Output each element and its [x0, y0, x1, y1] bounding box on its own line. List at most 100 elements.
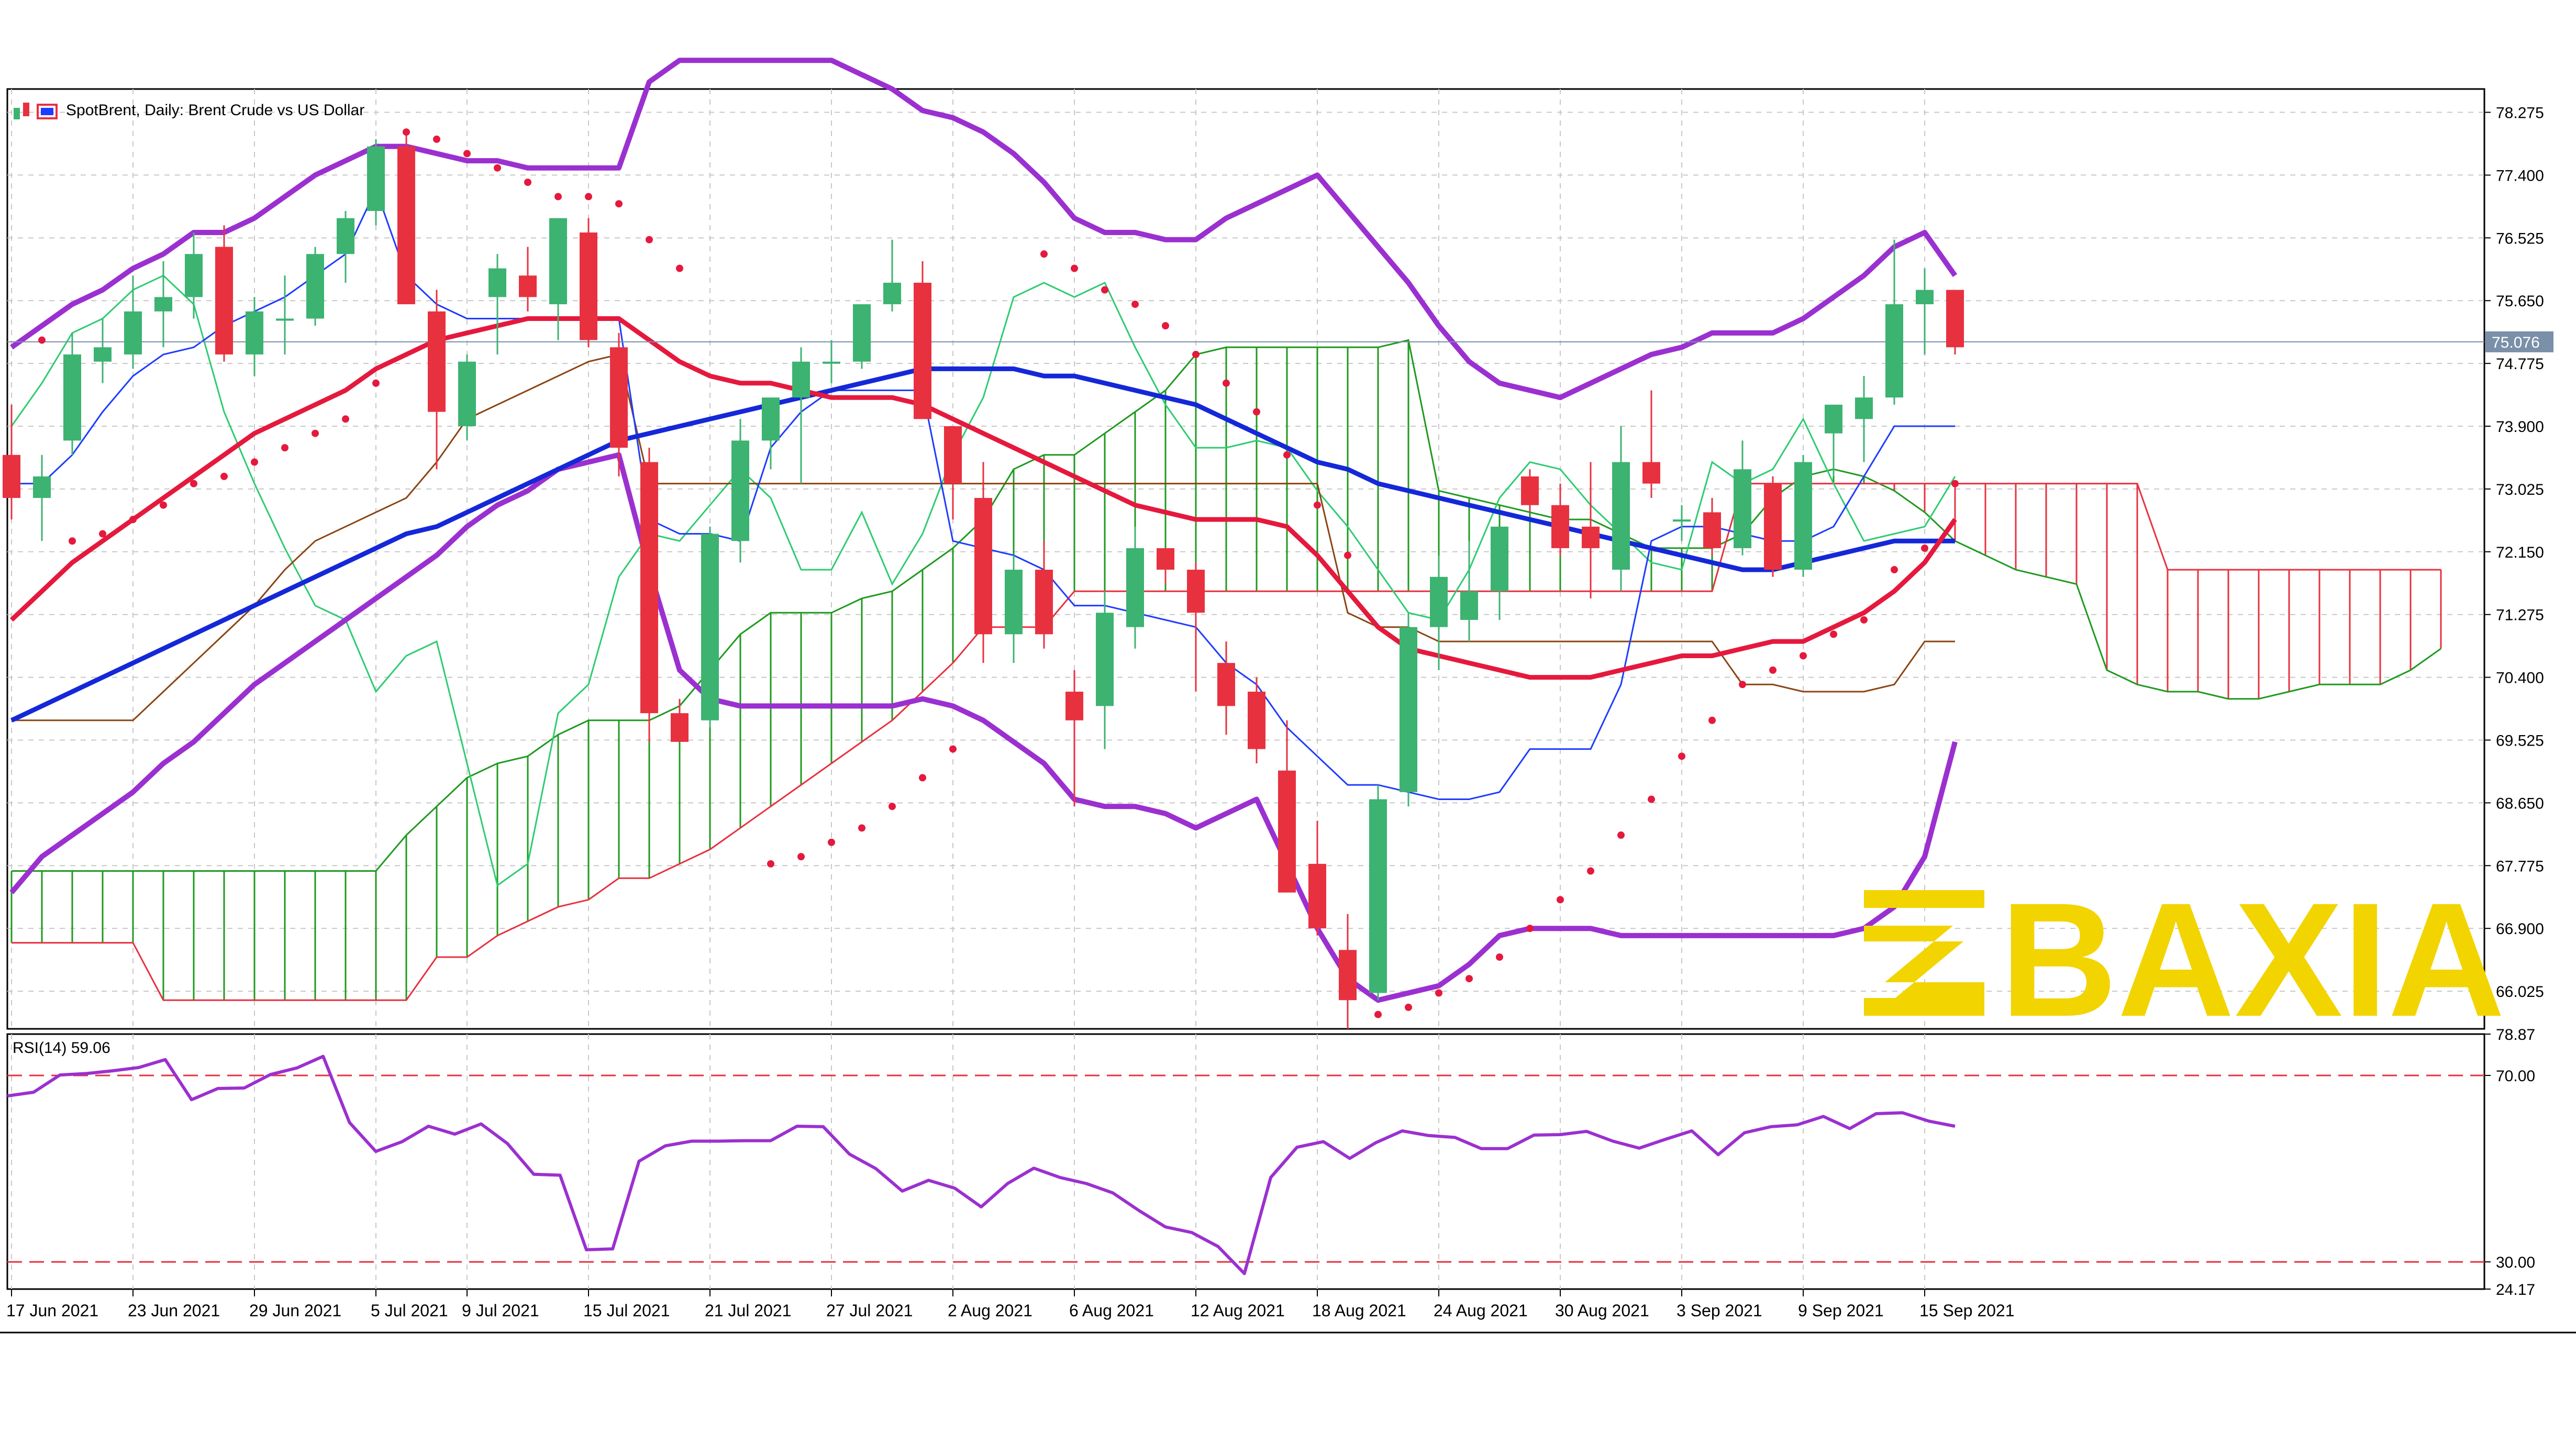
candle: [63, 332, 81, 455]
y-tick-label: 68.650: [2496, 795, 2544, 812]
psar-dot: [160, 501, 167, 509]
candle-body: [731, 440, 749, 541]
candle: [1126, 526, 1144, 649]
candle: [124, 275, 142, 369]
psar-dot: [1769, 666, 1776, 674]
candle-body: [1157, 548, 1174, 570]
candle-body: [519, 275, 537, 297]
candle: [306, 247, 324, 326]
candle-body: [63, 354, 81, 441]
candle: [792, 347, 810, 484]
x-tick-label: 23 Jun 2021: [128, 1301, 220, 1320]
psar-dot: [220, 472, 228, 480]
candle-body: [853, 304, 871, 362]
psar-dot: [69, 537, 76, 545]
candle-body: [1187, 570, 1205, 613]
candle: [731, 419, 749, 563]
candle: [1400, 613, 1417, 807]
candle: [94, 318, 112, 383]
senkou-span-a-line: [12, 339, 2441, 872]
candle: [1885, 239, 1903, 405]
psar-dot: [1162, 322, 1169, 330]
candle: [974, 462, 992, 663]
psar-dot: [524, 179, 531, 186]
candle: [914, 261, 931, 419]
bollinger-lower-line: [9, 452, 1958, 1003]
candle: [397, 132, 415, 305]
psar-dot: [1253, 408, 1260, 416]
candle: [1551, 483, 1569, 556]
x-tick-label: 12 Aug 2021: [1191, 1301, 1285, 1320]
psar-dot: [1465, 975, 1473, 983]
psar-dot: [1648, 795, 1655, 803]
candle-body: [701, 534, 719, 720]
x-tick-label: 5 Jul 2021: [371, 1301, 448, 1320]
candle-body: [1460, 591, 1478, 620]
psar-dot: [1496, 953, 1503, 961]
psar-dot: [1678, 752, 1685, 760]
candle-body: [185, 254, 203, 297]
psar-dot: [1860, 616, 1868, 624]
candle: [1946, 290, 1964, 354]
x-tick-label: 27 Jul 2021: [826, 1301, 913, 1320]
candle: [853, 304, 871, 369]
psar-dot: [129, 516, 137, 524]
psar-dot: [919, 774, 926, 782]
baxia-wordmark: BAXIA: [2000, 869, 2505, 1050]
x-tick-label: 15 Jul 2021: [583, 1301, 670, 1320]
candle-body: [1642, 462, 1660, 484]
psar-dot: [190, 480, 197, 487]
candle: [1673, 505, 1691, 541]
candle: [1582, 462, 1600, 598]
psar-dot: [676, 264, 683, 272]
rsi-line: [7, 1055, 1956, 1275]
x-tick-label: 15 Sep 2021: [1919, 1301, 2015, 1320]
psar-dot: [1891, 566, 1898, 574]
candle: [762, 397, 780, 470]
candle: [1369, 785, 1387, 1001]
candle-body: [610, 347, 628, 448]
baxia-logo-icon: [1864, 890, 1984, 1016]
candle-body: [1096, 613, 1114, 706]
candle-body: [1400, 627, 1417, 792]
psar-dot: [949, 745, 957, 753]
candle: [519, 247, 537, 312]
y-tick-label: 73.900: [2496, 418, 2544, 436]
candle: [701, 526, 719, 728]
x-tick-label: 9 Sep 2021: [1798, 1301, 1884, 1320]
candle-body: [883, 282, 901, 305]
fast-moving-average-line: [9, 316, 1957, 680]
psar-dot: [585, 193, 592, 201]
x-tick-label: 18 Aug 2021: [1312, 1301, 1406, 1320]
psar-dot: [433, 135, 440, 143]
psar-dot: [858, 824, 865, 832]
candle-body: [762, 397, 780, 441]
senkou-span-b-line: [12, 483, 2441, 1001]
psar-dot: [1708, 716, 1716, 724]
psar-dot: [463, 150, 471, 158]
candle-body: [124, 311, 142, 354]
candle-body: [580, 232, 597, 340]
candle: [1339, 914, 1357, 1029]
candle-body: [94, 347, 112, 362]
psar-dot: [403, 128, 410, 136]
psar-dot: [1223, 379, 1230, 387]
y-tick-label: 66.900: [2496, 920, 2544, 938]
candle-body: [458, 361, 476, 427]
psar-dot: [1951, 480, 1959, 487]
candle: [1734, 440, 1751, 556]
y-tick-label: 72.150: [2496, 544, 2544, 561]
candle: [640, 448, 658, 742]
candle: [1248, 677, 1265, 764]
psar-dot: [797, 853, 805, 861]
slow-moving-average-line: [10, 366, 1955, 723]
candle-body: [246, 311, 263, 354]
candle: [276, 275, 294, 354]
psar-dot: [1344, 551, 1351, 559]
candle: [1855, 376, 1873, 462]
candle: [883, 239, 901, 312]
candle-body: [671, 713, 689, 742]
candle: [1278, 720, 1296, 893]
psar-dot: [1374, 1011, 1382, 1018]
psar-dot: [1101, 286, 1108, 294]
